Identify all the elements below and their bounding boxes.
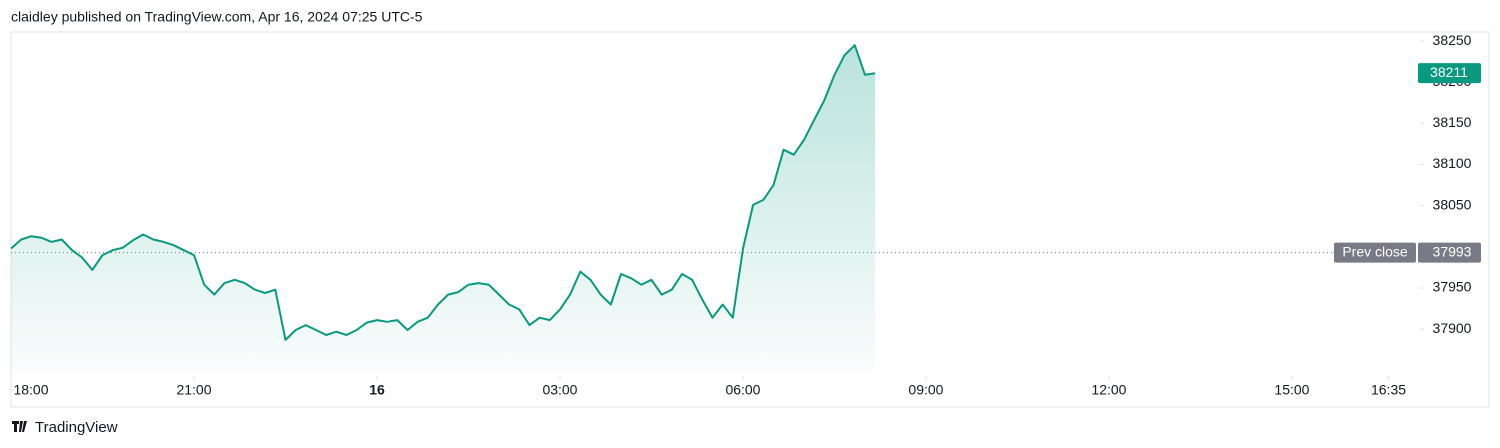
x-tick-label: 16 [369, 382, 385, 398]
y-tick-label: 38100 [1433, 155, 1472, 171]
brand: TradingView [35, 419, 118, 436]
x-tick-label: 16:35 [1371, 382, 1406, 398]
logo: TradingView [12, 419, 118, 436]
price-line [10, 44, 876, 341]
x-tick-label: 15:00 [1274, 382, 1309, 398]
prev-close-value-badge [1418, 242, 1481, 263]
y-tick-label: 37900 [1433, 320, 1472, 336]
x-tick-label: 03:00 [542, 382, 577, 398]
y-tick-label: 38250 [1433, 32, 1472, 48]
area-fill [11, 45, 876, 372]
y-tick-label: 37950 [1433, 279, 1472, 295]
x-tick-label: 21:00 [176, 382, 211, 398]
frame [10, 31, 1490, 408]
prev-close-value: 37993 [1433, 243, 1472, 259]
chart-title: claidley published on TradingView.com, A… [11, 9, 423, 25]
last-price-badge [1418, 63, 1481, 84]
x-tick-label: 18:00 [13, 382, 48, 398]
x-tick-label: 09:00 [908, 382, 943, 398]
prev-close-label: Prev close [1342, 243, 1408, 259]
prev-close-badge [1334, 242, 1416, 263]
x-tick-label: 12:00 [1091, 382, 1126, 398]
y-tick-label: 38050 [1433, 196, 1472, 212]
last-price-label: 38211 [1430, 64, 1468, 80]
y-tick-label: 38150 [1433, 114, 1472, 130]
x-tick-label: 06:00 [725, 382, 760, 398]
